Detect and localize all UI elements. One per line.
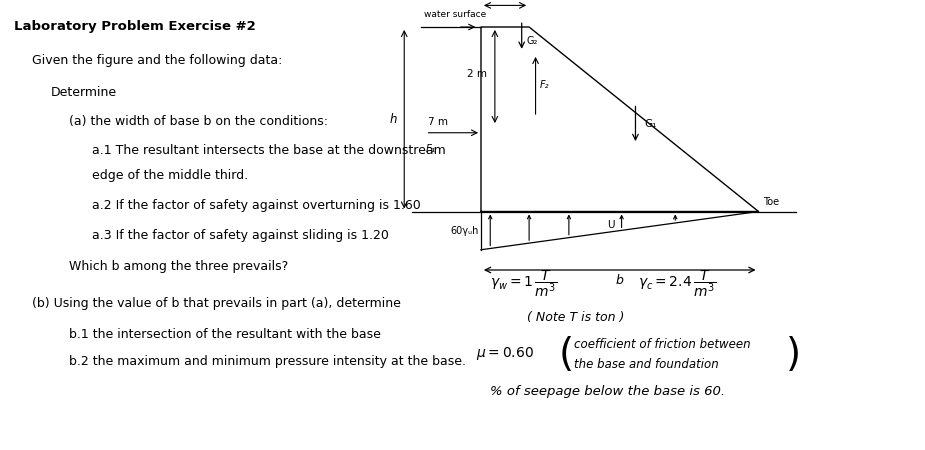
Text: h: h [389, 113, 397, 126]
Text: $\gamma_c = 2.4\,\dfrac{T}{m^3}$: $\gamma_c = 2.4\,\dfrac{T}{m^3}$ [638, 268, 716, 299]
Text: $\mu = 0.60$: $\mu = 0.60$ [476, 345, 535, 362]
Text: U: U [607, 220, 614, 230]
Text: 7 m: 7 m [428, 117, 449, 127]
Text: (a) the width of base b on the conditions:: (a) the width of base b on the condition… [69, 115, 328, 128]
Text: b.2 the maximum and minimum pressure intensity at the base.: b.2 the maximum and minimum pressure int… [69, 356, 466, 369]
Text: $\gamma_w = 1\,\dfrac{T}{m^3}$: $\gamma_w = 1\,\dfrac{T}{m^3}$ [490, 268, 558, 299]
Text: Toe: Toe [763, 197, 779, 207]
Text: G₂: G₂ [526, 36, 537, 45]
Text: Given the figure and the following data:: Given the figure and the following data: [32, 54, 283, 67]
Text: ( Note T is ton ): ( Note T is ton ) [527, 311, 624, 324]
Text: a.2 If the factor of safety against overturning is 1.60: a.2 If the factor of safety against over… [92, 199, 421, 212]
Text: b.1 the intersection of the resultant with the base: b.1 the intersection of the resultant wi… [69, 328, 381, 342]
Text: a.1 The resultant intersects the base at the downstream: a.1 The resultant intersects the base at… [92, 144, 446, 157]
Text: (: ( [559, 336, 574, 374]
Text: 2 m: 2 m [467, 69, 487, 79]
Text: b: b [616, 274, 623, 287]
Text: edge of the middle third.: edge of the middle third. [92, 169, 249, 182]
Text: Laboratory Problem Exercise #2: Laboratory Problem Exercise #2 [14, 20, 255, 33]
Text: F₁: F₁ [426, 144, 436, 154]
Text: 60γᵤh: 60γᵤh [450, 225, 479, 236]
Text: coefficient of friction between: coefficient of friction between [574, 338, 750, 351]
Text: Determine: Determine [51, 86, 117, 99]
Text: water surface: water surface [424, 10, 486, 19]
Text: % of seepage below the base is 60.: % of seepage below the base is 60. [490, 385, 725, 398]
Text: ): ) [786, 336, 801, 374]
Text: G₁: G₁ [645, 119, 657, 129]
Text: a.3 If the factor of safety against sliding is 1.20: a.3 If the factor of safety against slid… [92, 230, 389, 243]
Text: Which b among the three prevails?: Which b among the three prevails? [69, 260, 289, 273]
Text: the base and foundation: the base and foundation [574, 358, 718, 371]
Text: (b) Using the value of b that prevails in part (a), determine: (b) Using the value of b that prevails i… [32, 297, 401, 310]
Text: F₂: F₂ [540, 81, 549, 90]
